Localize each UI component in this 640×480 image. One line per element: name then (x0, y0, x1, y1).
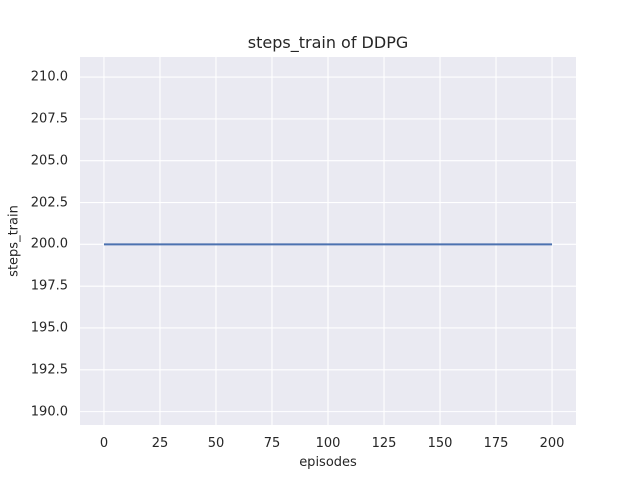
chart-title: steps_train of DDPG (247, 33, 409, 52)
y-tick-label: 197.5 (30, 278, 68, 294)
y-tick-label: 195.0 (30, 320, 68, 336)
y-tick-label: 210.0 (30, 69, 68, 85)
x-axis-label: episodes (299, 455, 357, 470)
x-tick-label: 50 (207, 436, 225, 451)
y-tick-label: 205.0 (30, 153, 68, 169)
y-tick-label: 200.0 (30, 236, 68, 252)
x-tick-label: 200 (539, 436, 565, 451)
x-tick-label: 0 (99, 436, 109, 451)
y-tick-label: 207.5 (30, 111, 68, 127)
x-tick-label: 100 (315, 436, 341, 451)
x-tick-label: 75 (263, 436, 281, 451)
y-tick-label: 192.5 (30, 362, 68, 378)
plot-canvas (80, 57, 576, 425)
x-tick-label: 175 (483, 436, 509, 451)
plot-area (80, 57, 576, 425)
x-tick-label: 150 (427, 436, 453, 451)
y-tick-label: 190.0 (30, 404, 68, 420)
y-tick-label: 202.5 (30, 195, 68, 211)
x-tick-label: 125 (371, 436, 397, 451)
x-tick-label: 25 (151, 436, 169, 451)
